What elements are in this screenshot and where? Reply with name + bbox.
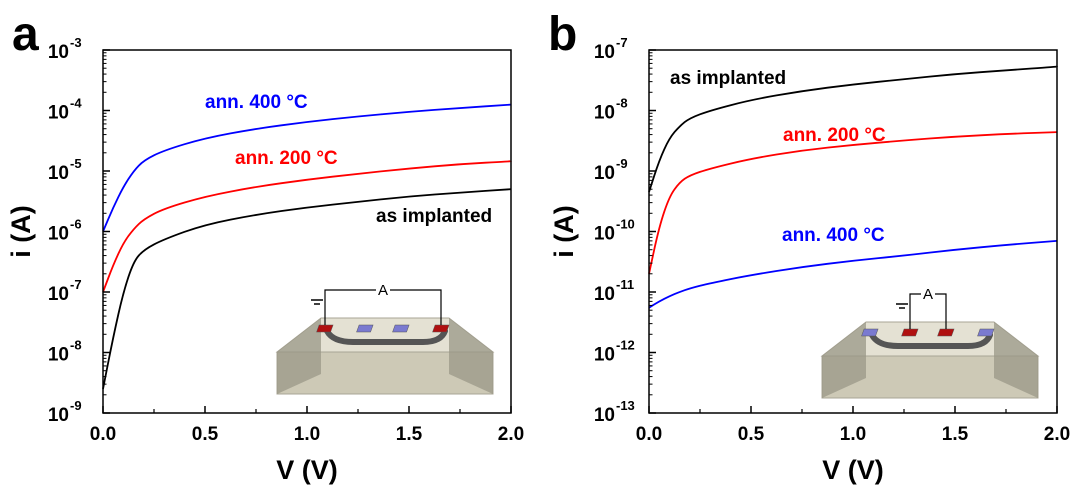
y-tick-exponent: -3 (70, 35, 82, 50)
y-tick-label: 10 (48, 224, 69, 245)
y-tick-label: 10 (48, 284, 69, 305)
series-line-0 (648, 65, 1058, 193)
panel-a: a ann. 400 °C ann. 200 °C as implanted 0.0 0.… (6, 8, 524, 485)
series-label: ann. 400 °C (205, 92, 308, 113)
inset-electrode-blue (861, 328, 879, 337)
series-label: as implanted (376, 206, 492, 227)
inset-electrode-blue (392, 324, 410, 333)
y-tick-label: 10 (48, 345, 69, 366)
y-tick-exponent: -13 (616, 398, 635, 413)
series-label: ann. 400 °C (782, 225, 885, 246)
inset-channel (324, 328, 448, 345)
series-label: as implanted (670, 68, 786, 89)
series-line-2 (102, 188, 512, 390)
y-tick-exponent: -9 (616, 156, 628, 171)
y-tick-label: 10 (48, 405, 69, 426)
y-tick-label: 10 (594, 163, 615, 184)
y-tick-label: 10 (48, 42, 69, 63)
inset-ammeter-label: A (923, 286, 933, 303)
x-tick-label: 1.0 (294, 424, 320, 445)
inset-electrode-blue (977, 328, 995, 337)
y-tick-label: 10 (594, 405, 615, 426)
inset-block-right (449, 318, 493, 394)
y-tick-label: 10 (48, 163, 69, 184)
series-label: ann. 200 °C (235, 148, 338, 169)
y-tick-exponent: -9 (70, 398, 82, 413)
series-line-1 (102, 160, 512, 293)
y-axis-title: i (A) (6, 205, 36, 257)
inset-electrode-red (316, 324, 334, 333)
panel-b: b as implanted ann. 200 °C ann. 400 °C 0.0 0.… (548, 8, 1070, 485)
series-label: ann. 200 °C (783, 125, 886, 146)
x-tick-label: 0.5 (738, 424, 765, 445)
y-tick-exponent: -5 (70, 156, 82, 171)
y-tick-exponent: -4 (70, 96, 82, 111)
y-tick-exponent: -8 (70, 338, 82, 353)
inset-block-right (994, 322, 1038, 398)
x-tick-label: 0.0 (90, 424, 116, 445)
x-tick-label: 0.5 (192, 424, 219, 445)
y-tick-exponent: -10 (616, 217, 635, 232)
inset-block-left (277, 318, 321, 394)
inset-channel (869, 332, 993, 349)
x-tick-label: 1.0 (840, 424, 866, 445)
inset-ammeter-label: A (378, 282, 388, 299)
x-axis-title: V (V) (822, 455, 884, 485)
y-tick-exponent: -7 (70, 277, 82, 292)
x-tick-label: 2.0 (1044, 424, 1070, 445)
inset-electrode-blue (356, 324, 374, 333)
inset-electrode-red (432, 324, 450, 333)
inset-schematic: A (820, 285, 1040, 399)
y-tick-label: 10 (594, 224, 615, 245)
y-tick-exponent: -6 (70, 217, 82, 232)
x-axis-title: V (V) (276, 455, 338, 485)
inset-schematic: A (275, 281, 495, 395)
y-axis-title: i (A) (549, 205, 579, 257)
panel-label: a (12, 8, 39, 61)
y-tick-exponent: -7 (616, 35, 628, 50)
inset-block-left (822, 322, 866, 398)
x-tick-label: 1.5 (396, 424, 423, 445)
inset-ammeter-bg (921, 285, 935, 301)
y-tick-exponent: -8 (616, 96, 628, 111)
panel-label: b (548, 8, 577, 61)
x-tick-label: 0.0 (636, 424, 662, 445)
series-line-0 (102, 103, 512, 232)
y-tick-label: 10 (48, 103, 69, 124)
inset-electrode-red (901, 328, 919, 337)
x-tick-label: 1.5 (942, 424, 969, 445)
y-tick-exponent: -11 (616, 277, 634, 292)
inset-electrode-red (937, 328, 955, 337)
x-tick-label: 2.0 (498, 424, 524, 445)
y-tick-label: 10 (594, 284, 615, 305)
series-line-2 (648, 240, 1058, 309)
y-tick-label: 10 (594, 345, 615, 366)
inset-ammeter-bg (376, 281, 390, 297)
series-line-1 (648, 131, 1058, 274)
y-tick-label: 10 (594, 103, 615, 124)
y-tick-exponent: -12 (616, 338, 635, 353)
y-tick-label: 10 (594, 42, 615, 63)
